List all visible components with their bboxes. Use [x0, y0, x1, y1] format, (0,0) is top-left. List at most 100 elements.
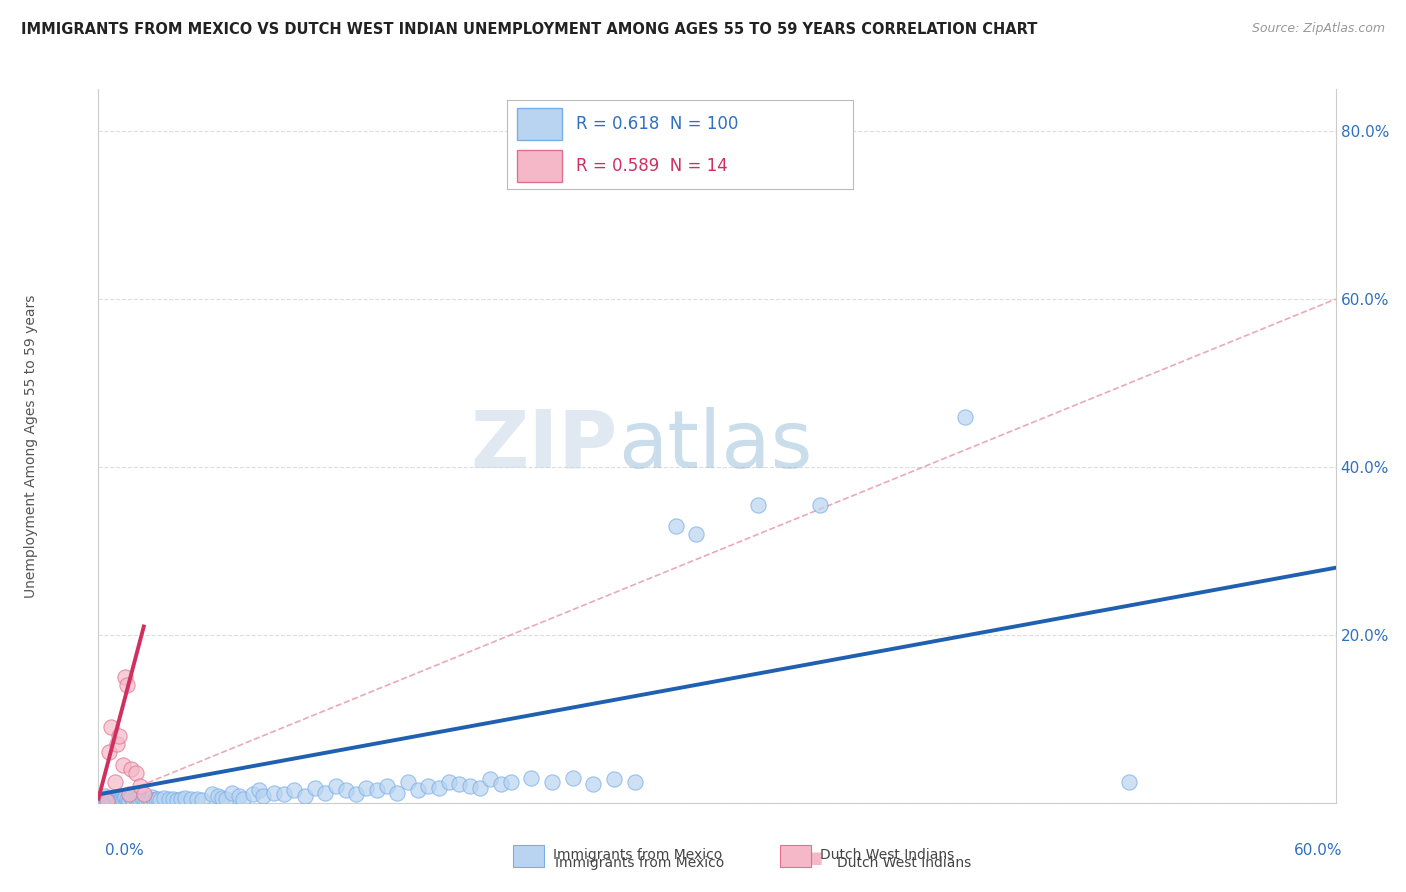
Point [114, 670, 136, 684]
Point [294, 789, 316, 803]
Text: atlas: atlas [619, 407, 813, 485]
Point [314, 786, 336, 800]
Point [131, 790, 153, 805]
Point [143, 793, 166, 807]
Point [273, 788, 295, 802]
Point [132, 788, 155, 802]
Point [118, 794, 141, 808]
Point [118, 792, 141, 806]
Point [105, 793, 128, 807]
Point [283, 783, 305, 797]
Point [221, 786, 243, 800]
Point [122, 793, 145, 807]
Point [124, 766, 146, 780]
Point [603, 772, 626, 787]
Point [582, 777, 605, 791]
Point [105, 737, 128, 751]
Text: Immigrants from Mexico: Immigrants from Mexico [553, 848, 721, 863]
Point [406, 783, 429, 797]
Point [247, 783, 270, 797]
Point [110, 793, 132, 807]
Point [139, 792, 162, 806]
Point [97, 794, 120, 808]
Bar [513, 845, 544, 867]
Point [685, 527, 707, 541]
Point [97, 792, 120, 806]
Point [304, 780, 326, 795]
Text: ZIP: ZIP [471, 407, 619, 485]
Point [120, 790, 142, 805]
Point [108, 729, 131, 743]
Bar [780, 845, 811, 867]
Text: Immigrants from Mexico: Immigrants from Mexico [555, 855, 724, 870]
Point [135, 793, 157, 807]
Point [141, 789, 163, 804]
Point [91, 793, 114, 807]
Point [449, 777, 471, 791]
Point [104, 774, 127, 789]
Point [97, 746, 120, 760]
Point [153, 790, 176, 805]
Point [104, 792, 127, 806]
Point [89, 794, 111, 808]
Point [117, 678, 139, 692]
Point [91, 791, 114, 805]
Point [263, 786, 285, 800]
Point [108, 792, 131, 806]
Point [489, 777, 512, 791]
Point [110, 790, 132, 805]
Point [128, 779, 150, 793]
Point [242, 788, 264, 802]
Point [201, 788, 224, 802]
Point [108, 794, 131, 808]
Point [114, 792, 136, 806]
Point [375, 779, 398, 793]
Point [468, 780, 491, 795]
Point [174, 790, 197, 805]
Point [120, 762, 142, 776]
Point [104, 789, 127, 804]
Point [252, 789, 274, 803]
Point [166, 793, 188, 807]
Point [623, 774, 645, 789]
Point [96, 793, 118, 807]
Point [808, 498, 831, 512]
Point [93, 789, 115, 803]
Point [325, 779, 347, 793]
Point [132, 792, 155, 806]
Text: Source: ZipAtlas.com: Source: ZipAtlas.com [1251, 22, 1385, 36]
Text: Dutch West Indians: Dutch West Indians [820, 848, 953, 863]
Point [747, 498, 769, 512]
Point [112, 794, 135, 808]
Point [396, 774, 419, 789]
Point [479, 772, 502, 787]
Point [100, 793, 122, 807]
Text: IMMIGRANTS FROM MEXICO VS DUTCH WEST INDIAN UNEMPLOYMENT AMONG AGES 55 TO 59 YEA: IMMIGRANTS FROM MEXICO VS DUTCH WEST IND… [21, 22, 1038, 37]
Point [148, 792, 170, 806]
Text: Dutch West Indians: Dutch West Indians [837, 855, 970, 870]
Point [124, 791, 146, 805]
Point [207, 789, 229, 803]
Point [136, 791, 159, 805]
Point [96, 794, 118, 808]
Point [117, 793, 139, 807]
Text: ▪: ▪ [526, 846, 543, 870]
Point [215, 792, 238, 806]
Point [93, 792, 115, 806]
Point [170, 792, 193, 806]
Point [437, 774, 460, 789]
Point [105, 791, 128, 805]
Point [112, 791, 135, 805]
Point [186, 791, 208, 805]
Text: Unemployment Among Ages 55 to 59 years: Unemployment Among Ages 55 to 59 years [24, 294, 38, 598]
Point [114, 789, 136, 804]
Point [561, 771, 583, 785]
Point [127, 792, 149, 806]
Point [118, 788, 141, 802]
Point [101, 794, 124, 808]
Point [145, 791, 167, 805]
Point [665, 518, 688, 533]
Point [162, 791, 184, 805]
Point [211, 790, 233, 805]
Point [149, 793, 172, 807]
